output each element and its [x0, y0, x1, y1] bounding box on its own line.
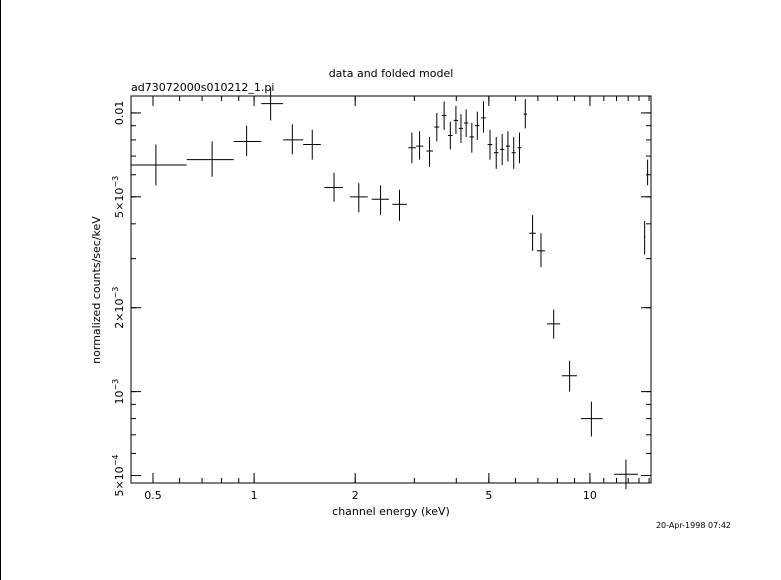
- data-point: [261, 86, 284, 121]
- plot-frame: [130, 95, 652, 484]
- y-tick-label: 5×10−3: [111, 176, 126, 218]
- data-point: [536, 233, 546, 267]
- data-point: [441, 101, 447, 130]
- data-point: [458, 114, 464, 143]
- window-edge: [0, 0, 1, 580]
- y-tick-label: 10−3: [111, 379, 126, 405]
- data-point: [464, 109, 469, 137]
- data-point: [580, 401, 603, 437]
- data-point: [186, 141, 234, 177]
- data-point: [371, 185, 389, 216]
- data-point: [426, 136, 434, 167]
- data-point: [434, 112, 440, 142]
- data-point: [481, 101, 486, 133]
- data-points: [131, 86, 649, 490]
- data-point: [283, 124, 304, 155]
- axis-ticks: 0.5 1 2 5 10 5×10−4 10−3 2×10−3 5×10−3 0.01: [111, 96, 651, 502]
- data-point: [469, 123, 475, 153]
- data-point: [517, 132, 522, 164]
- data-point: [523, 99, 528, 129]
- y-tick-label: 2×10−3: [111, 287, 126, 329]
- x-tick-label: 2: [352, 489, 359, 502]
- y-tick-label: 5×10−4: [111, 455, 126, 497]
- data-point: [511, 136, 516, 169]
- y-axis-label: normalized counts/sec/keV: [90, 216, 103, 364]
- y-tick-label: 0.01: [113, 101, 126, 126]
- chart-subtitle: ad73072000s010212_1.pi: [131, 81, 274, 94]
- data-point: [475, 111, 480, 140]
- data-point: [131, 144, 187, 186]
- data-point: [493, 136, 499, 169]
- x-tick-label: 10: [583, 489, 597, 502]
- data-point: [500, 134, 505, 166]
- data-point: [453, 105, 459, 135]
- data-point: [392, 189, 407, 221]
- chart-title: data and folded model: [329, 67, 454, 80]
- data-point: [646, 159, 649, 186]
- data-point: [448, 121, 453, 150]
- data-point: [529, 215, 536, 251]
- data-point: [643, 220, 646, 255]
- data-point: [349, 183, 368, 213]
- x-tick-label: 1: [251, 489, 258, 502]
- data-point: [546, 309, 561, 339]
- data-point: [324, 172, 344, 202]
- data-point: [303, 129, 321, 160]
- data-point: [416, 131, 424, 160]
- data-point: [487, 129, 493, 160]
- x-tick-label: 0.5: [144, 489, 162, 502]
- data-point: [561, 360, 577, 392]
- data-point: [408, 132, 416, 164]
- x-tick-label: 5: [485, 489, 492, 502]
- data-point: [614, 459, 638, 490]
- x-axis-label: channel energy (keV): [332, 505, 450, 518]
- timestamp: 20-Apr-1998 07:42: [656, 521, 731, 530]
- data-point: [233, 125, 262, 157]
- data-point: [505, 131, 510, 162]
